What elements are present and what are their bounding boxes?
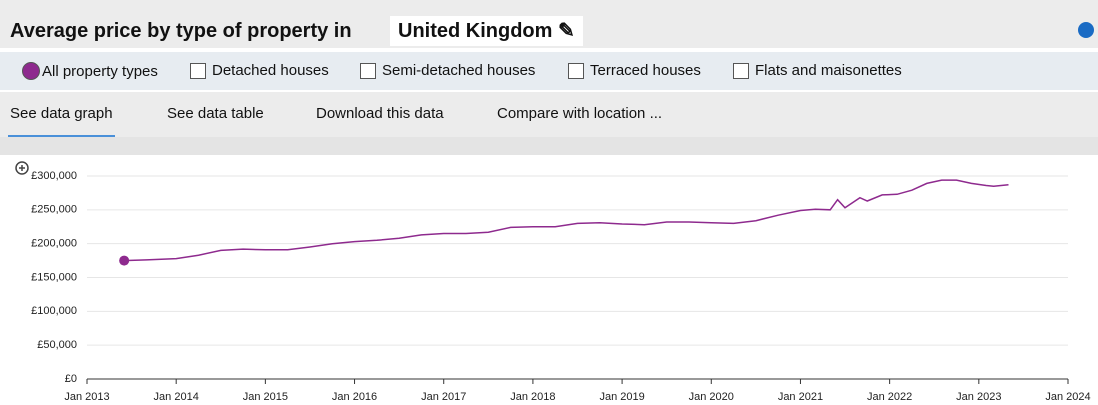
edit-icon: ✎ xyxy=(558,20,575,42)
x-tick-label: Jan 2019 xyxy=(599,391,644,403)
x-tick-label: Jan 2024 xyxy=(1045,391,1090,403)
tab[interactable]: Download this data xyxy=(316,105,444,122)
x-tick-label: Jan 2017 xyxy=(421,391,466,403)
y-tick-label: £50,000 xyxy=(37,339,77,351)
y-tick-label: £100,000 xyxy=(31,305,77,317)
option[interactable]: Detached houses xyxy=(190,62,329,79)
option[interactable]: Terraced houses xyxy=(568,62,701,79)
checkbox xyxy=(733,62,749,79)
x-tick-label: Jan 2018 xyxy=(510,391,555,403)
option-label: Detached houses xyxy=(212,62,329,79)
x-tick-label: Jan 2020 xyxy=(689,391,734,403)
options: All property types Detached houses Semi-de… xyxy=(0,52,1098,90)
checkbox xyxy=(360,62,376,79)
tab[interactable]: See data graph xyxy=(8,105,115,137)
location: United Kingdom xyxy=(398,20,553,42)
header: Average price by type of property in Uni… xyxy=(0,0,1098,48)
x-tick-label: Jan 2013 xyxy=(64,391,109,403)
title: Average price by type of property in xyxy=(10,20,352,42)
x-tick-label: Jan 2015 xyxy=(243,391,288,403)
zoom-icon[interactable] xyxy=(15,161,29,175)
y-tick-label: £300,000 xyxy=(31,170,77,182)
tab[interactable]: See data table xyxy=(167,105,264,122)
y-tick-label: £150,000 xyxy=(31,271,77,283)
x-tick-label: Jan 2023 xyxy=(956,391,1001,403)
option[interactable]: Flats and maisonettes xyxy=(733,62,902,79)
tabs: See data graph See data table Download thi… xyxy=(0,92,1098,137)
option-label: Terraced houses xyxy=(590,62,701,79)
checkbox xyxy=(568,62,584,79)
x-tick-label: Jan 2016 xyxy=(332,391,377,403)
y-tick-label: £250,000 xyxy=(31,204,77,216)
option-label: Flats and maisonettes xyxy=(755,62,902,79)
collapse-button[interactable] xyxy=(1078,22,1094,38)
x-tick-label: Jan 2021 xyxy=(778,391,823,403)
checkbox xyxy=(190,62,206,79)
option-label: Semi-detached houses xyxy=(382,62,536,79)
radio-checked xyxy=(22,62,40,80)
tab[interactable]: Compare with location ... xyxy=(497,105,663,122)
y-tick-label: £0 xyxy=(65,373,77,385)
x-tick-label: Jan 2022 xyxy=(867,391,912,403)
option[interactable]: Semi-detached houses xyxy=(360,62,535,79)
option-label: All property types xyxy=(42,62,158,80)
option[interactable]: All property types xyxy=(22,62,158,80)
price-line xyxy=(124,179,1009,262)
strip xyxy=(0,137,1098,155)
start-marker xyxy=(119,255,130,266)
location-selector[interactable]: United Kingdom ✎ xyxy=(390,16,583,46)
chart: £0 £50,000 £100,000 £150,000 £200,000 £250,00… xyxy=(15,161,1091,403)
x-tick-label: Jan 2014 xyxy=(154,391,199,403)
y-tick-label: £200,000 xyxy=(31,238,77,250)
